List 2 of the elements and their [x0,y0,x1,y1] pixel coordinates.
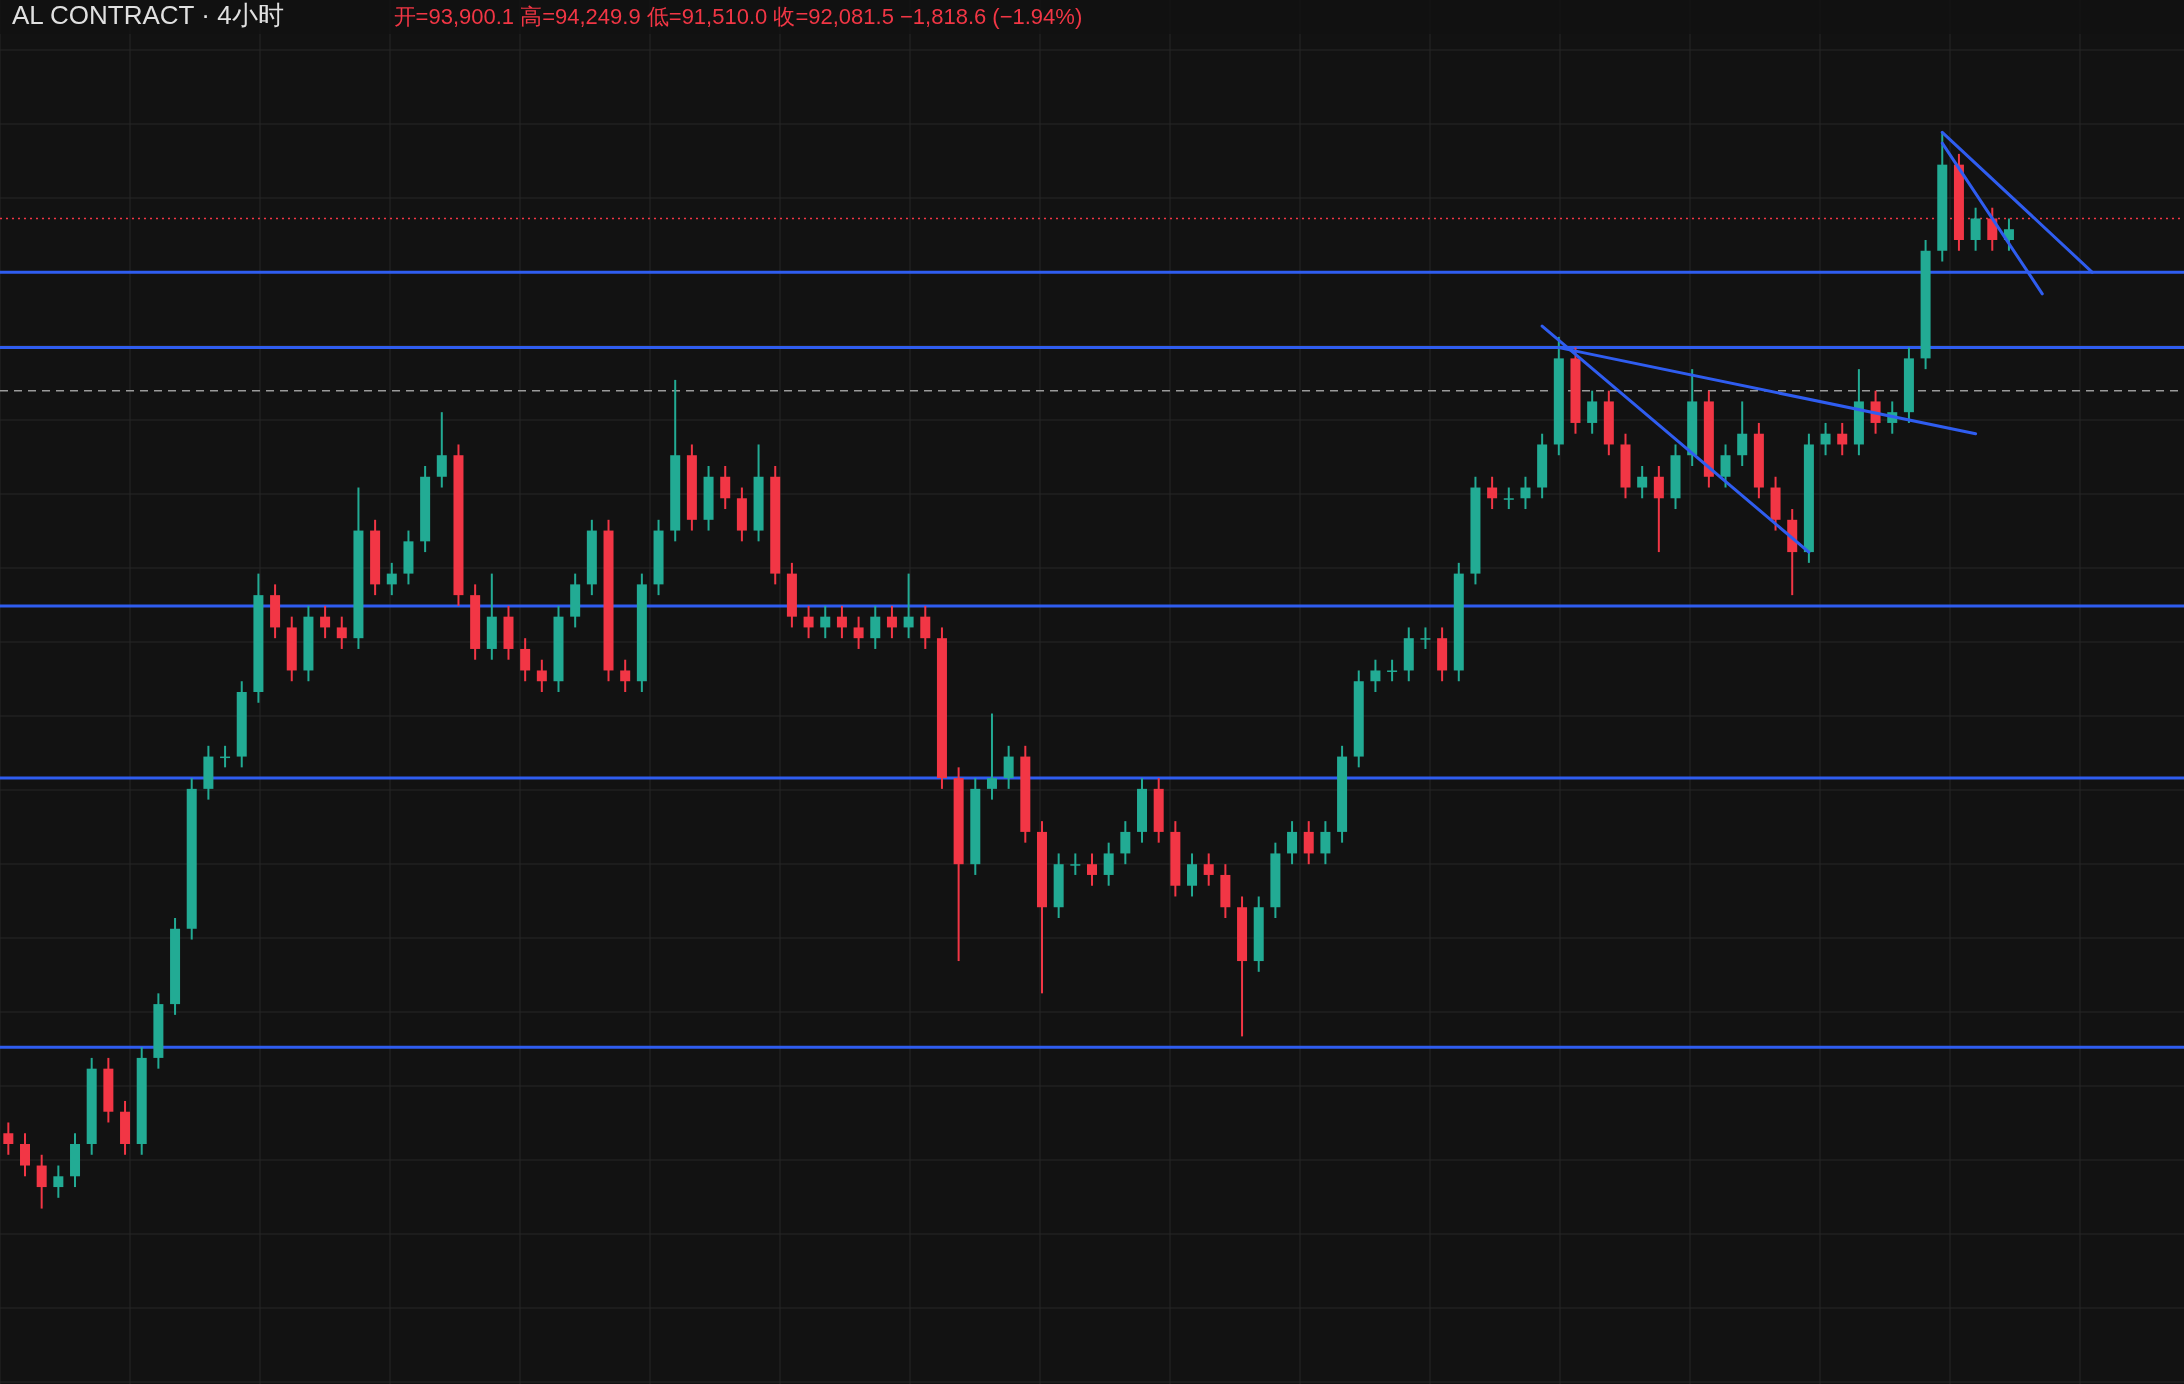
text: 开=93,900.1 高=94,249.9 低=91,510.0 收=92,081.5 −1,818.6 (−1.94%) [393,4,1083,29]
chart-title: AL CONTRACT · 4小时 [12,0,284,30]
